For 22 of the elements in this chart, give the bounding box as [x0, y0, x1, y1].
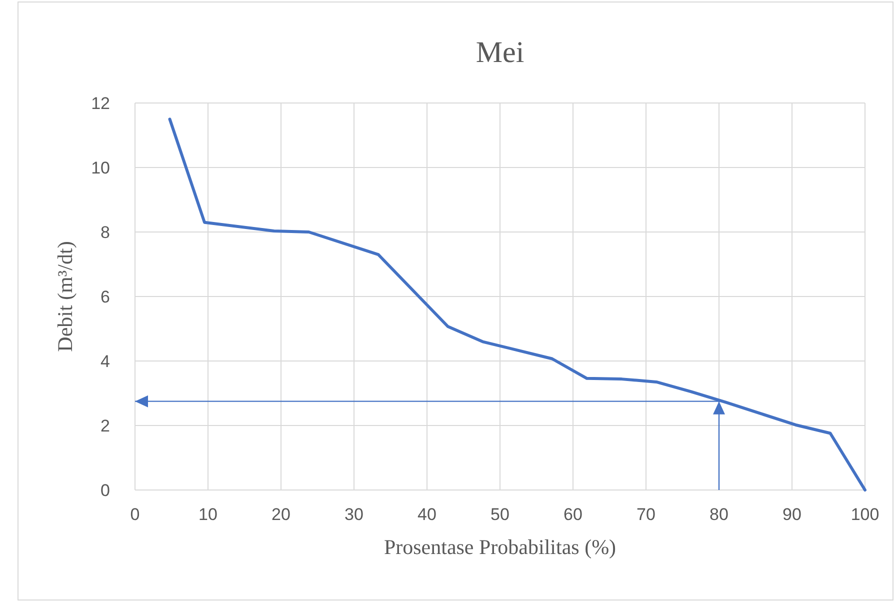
chart-title: Mei [476, 36, 524, 69]
y-tick-label: 8 [100, 223, 110, 242]
y-axis-title: Debit (m³/dt) [53, 241, 77, 352]
y-tick-label: 4 [100, 352, 110, 371]
x-axis-title: Prosentase Probabilitas (%) [384, 535, 616, 559]
x-tick-label: 60 [564, 505, 582, 524]
x-tick-label: 40 [418, 505, 436, 524]
x-tick-label: 20 [272, 505, 290, 524]
line-series [168, 118, 866, 492]
y-tick-label: 10 [91, 158, 110, 178]
x-tick-label: 100 [850, 505, 880, 524]
x-tick-label: 30 [344, 505, 364, 524]
x-tick-label: 80 [710, 505, 728, 524]
y-tick-label: 0 [100, 481, 110, 500]
y-tick-label: 6 [100, 288, 110, 306]
y-tick-label: 12 [91, 94, 110, 113]
x-tick-label: 90 [782, 505, 802, 524]
x-tick-label: 0 [130, 505, 140, 524]
y-tick-label: 2 [100, 416, 110, 436]
x-tick-label: 70 [636, 505, 656, 524]
x-tick-label: 50 [490, 505, 510, 524]
x-tick-label: 10 [198, 505, 218, 524]
